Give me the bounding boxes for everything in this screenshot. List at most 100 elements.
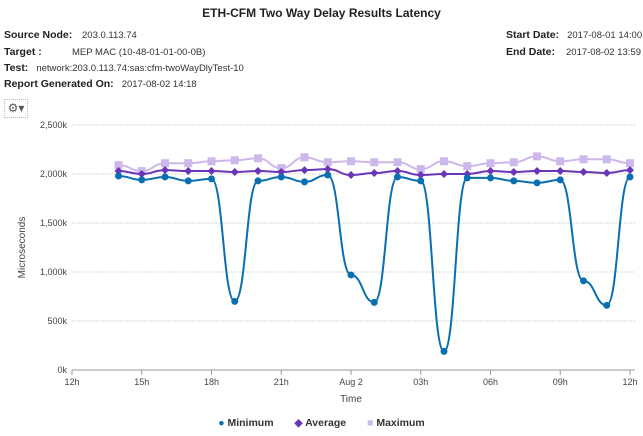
- data-point-minimum: [533, 179, 541, 187]
- y-axis-title: Microseconds: [17, 217, 28, 279]
- data-point-maximum: [114, 161, 123, 170]
- gears-icon: ⚙▾: [7, 101, 25, 115]
- target-value: MEP MAC (10-48-01-01-00-0B): [72, 47, 206, 58]
- test-value: network:203.0.113.74:sas:cfm-twoWayDlyTe…: [36, 63, 244, 74]
- data-point-maximum: [463, 162, 472, 171]
- data-point-average: [509, 168, 518, 177]
- x-tick-label: 06h: [483, 377, 498, 387]
- data-point-minimum: [347, 271, 355, 279]
- data-point-minimum: [301, 178, 308, 186]
- data-point-maximum: [416, 165, 425, 174]
- data-point-minimum: [556, 176, 564, 184]
- data-point-minimum: [115, 172, 122, 180]
- data-point-maximum: [184, 159, 193, 168]
- data-point-maximum: [230, 156, 239, 165]
- data-point-average: [440, 170, 448, 178]
- x-tick-label: 15h: [134, 377, 149, 387]
- report-generated-value: 2017-08-02 14:18: [121, 79, 197, 90]
- x-tick-label: 21h: [274, 377, 289, 387]
- data-point-minimum: [231, 297, 239, 305]
- data-point-maximum: [440, 157, 448, 166]
- legend-label: Average: [305, 417, 347, 429]
- y-tick-label: 1,000k: [40, 267, 68, 277]
- legend-label: Maximum: [376, 417, 425, 429]
- report-title: ETH-CFM Two Way Delay Results Latency: [202, 6, 441, 20]
- series-line-minimum: [118, 173, 631, 353]
- data-point-average: [347, 170, 355, 179]
- start-date-row: Start Date: 2017-08-01 14:00: [506, 29, 642, 41]
- data-point-average: [207, 167, 216, 176]
- data-point-average: [230, 168, 239, 177]
- data-point-average: [184, 167, 193, 176]
- target-row: Target : MEP MAC (10-48-01-01-00-0B): [4, 46, 205, 58]
- legend-minimum[interactable]: ● Minimum: [218, 417, 273, 429]
- legend-label: Minimum: [227, 417, 274, 429]
- x-tick-label: 03h: [413, 377, 428, 387]
- data-point-maximum: [533, 152, 541, 161]
- y-tick-label: 0k: [57, 365, 67, 375]
- data-point-average: [626, 166, 634, 175]
- legend: ● Minimum ◆ Average ■ Maximum: [0, 417, 643, 429]
- report-generated-row: Report Generated On: 2017-08-02 14:18: [4, 78, 197, 90]
- y-tick-label: 500k: [47, 316, 67, 326]
- start-date-label: Start Date:: [506, 29, 560, 41]
- x-tick-label: 18h: [204, 377, 219, 387]
- legend-maximum[interactable]: ■ Maximum: [367, 417, 425, 429]
- data-point-maximum: [347, 157, 355, 166]
- data-point-minimum: [254, 177, 262, 185]
- data-point-minimum: [370, 298, 378, 306]
- data-point-minimum: [184, 177, 192, 185]
- data-point-maximum: [254, 154, 262, 163]
- data-point-average: [137, 170, 146, 178]
- data-point-maximum: [626, 159, 634, 168]
- source-node-label: Source Node:: [4, 29, 73, 41]
- data-point-average: [277, 168, 286, 177]
- settings-menu-button[interactable]: ⚙▾: [4, 99, 28, 118]
- diamond-marker-icon: ◆: [294, 417, 303, 429]
- data-point-average: [579, 168, 588, 177]
- data-point-maximum: [161, 159, 169, 168]
- x-tick-label: 09h: [553, 377, 568, 387]
- y-tick-label: 1,500k: [40, 218, 68, 228]
- data-point-minimum: [463, 174, 471, 182]
- data-point-maximum: [370, 158, 379, 167]
- data-point-average: [416, 170, 425, 179]
- data-point-maximum: [602, 155, 611, 164]
- data-point-maximum: [509, 158, 518, 167]
- x-tick-label: 12h: [622, 377, 637, 387]
- test-row: Test: network:203.0.113.74:sas:cfm-twoWa…: [4, 62, 244, 74]
- data-point-maximum: [556, 157, 565, 166]
- end-date-label: End Date:: [506, 46, 556, 58]
- data-point-minimum: [626, 173, 634, 181]
- data-point-maximum: [486, 159, 495, 168]
- data-point-minimum: [487, 174, 494, 182]
- data-point-maximum: [323, 158, 332, 167]
- data-point-minimum: [324, 171, 332, 179]
- data-point-minimum: [161, 173, 169, 181]
- data-point-average: [556, 167, 565, 176]
- report-generated-label: Report Generated On:: [4, 78, 114, 90]
- y-tick-label: 2,000k: [40, 169, 68, 179]
- data-point-average: [370, 169, 379, 178]
- data-point-maximum: [579, 155, 588, 164]
- data-point-minimum: [580, 277, 587, 285]
- data-point-minimum: [208, 175, 215, 183]
- circle-marker-icon: ●: [218, 417, 225, 429]
- data-point-average: [486, 167, 495, 176]
- legend-average[interactable]: ◆ Average: [294, 417, 346, 429]
- data-point-maximum: [300, 153, 309, 162]
- data-point-average: [300, 166, 309, 175]
- data-point-average: [161, 166, 169, 175]
- start-date-value: 2017-08-01 14:00: [567, 30, 643, 41]
- data-point-minimum: [603, 301, 611, 309]
- y-tick-label: 2,500k: [40, 120, 68, 130]
- data-point-maximum: [207, 157, 216, 166]
- x-tick-label: Aug 2: [339, 377, 363, 387]
- data-point-average: [533, 167, 541, 176]
- x-tick-label: 12h: [64, 377, 79, 387]
- data-point-average: [323, 165, 332, 174]
- data-point-maximum: [393, 158, 402, 167]
- target-label: Target :: [4, 46, 42, 58]
- square-marker-icon: ■: [367, 417, 374, 429]
